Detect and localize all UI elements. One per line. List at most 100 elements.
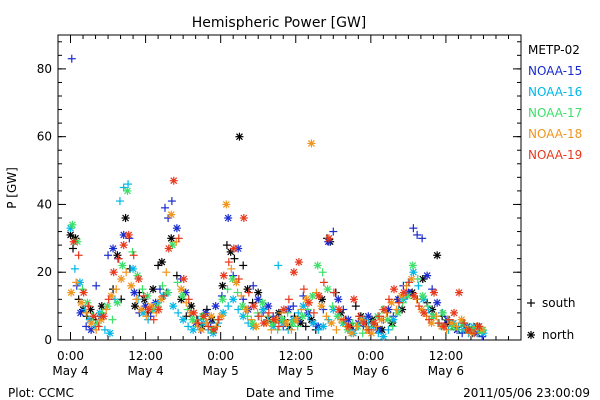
south-point [287,325,296,334]
south-point [319,305,328,314]
x-tick-time-label: 12:00 [128,349,163,363]
north-point [218,295,227,304]
north-point [169,302,178,311]
south-point [194,319,203,328]
x-tick-date-label: May 4 [127,364,163,378]
south-point [424,305,433,314]
north-point [309,319,318,328]
north-point [304,298,313,307]
y-axis: 0 20 40 60 80 [37,41,521,347]
north-point [68,220,77,229]
south-point [309,308,318,317]
north-point [164,244,173,253]
south-point [460,319,469,328]
legend-entry: NOAA-15 [528,64,582,78]
north-point [119,241,128,250]
north-point [389,285,398,294]
legend-entry: METP-02 [528,43,580,57]
south-point [104,295,113,304]
south-point [114,254,123,263]
south-point [92,281,101,290]
north-point [113,298,122,307]
north-point [117,275,126,283]
south-point [428,285,437,294]
south-point [74,251,83,260]
south-marker-symbol [527,299,535,307]
south-point [193,322,202,331]
south-point [234,275,243,283]
north-point [243,285,252,294]
south-point [82,308,91,317]
south-point [352,322,361,331]
north-point [254,288,263,297]
south-point [329,227,338,236]
south-point [244,288,253,297]
north-point [239,214,248,222]
south-point [129,251,138,260]
south-point [392,305,401,314]
north-point [124,230,133,239]
south-point [69,244,78,253]
north-point [364,312,373,321]
south-point [432,312,441,321]
south-point [314,325,323,334]
north-point [238,302,247,311]
south-point [301,322,310,331]
south-point [80,305,89,314]
north-point [379,305,388,314]
north-point [169,176,178,185]
south-point [297,305,306,314]
north-point [134,275,143,283]
north-point [418,291,427,300]
north-point [289,268,298,277]
south-point [322,312,331,321]
south-point [142,312,151,321]
south-point [374,329,383,338]
north-point [219,271,228,280]
north-point [259,305,268,314]
north-point [324,234,333,243]
north-point [197,325,206,334]
south-point [84,302,93,311]
south-point [435,319,444,328]
south-point [332,325,341,334]
north-point [178,291,187,300]
north-point [207,312,216,321]
y-tick-label: 40 [37,197,52,211]
south-point [154,261,163,270]
south-point [115,197,124,206]
north-point [475,322,484,331]
north-point [66,230,75,239]
south-point [453,325,462,334]
south-point [174,308,183,317]
north-point [379,332,388,341]
north-point [201,308,210,317]
south-point [239,261,248,270]
south-point [409,224,418,233]
south-point [354,312,363,321]
south-point [274,322,283,331]
north-point [109,244,118,253]
north-point [235,132,244,141]
north-point [410,291,419,300]
x-tick-time-label: 12:00 [278,349,313,363]
north-point [292,315,301,324]
north-point [430,288,439,297]
south-point [183,305,192,314]
south-point [339,315,348,324]
south-point [230,254,239,263]
x-tick-date-label: May 6 [353,364,389,378]
north-point [408,261,417,270]
south-point [253,308,262,317]
north-point [450,308,459,317]
legend-entry: NOAA-17 [528,106,582,120]
south-point [445,315,454,324]
south-point [100,325,109,334]
south-point [405,278,414,287]
south-point [128,247,137,256]
x-axis-label: Date and Time [246,386,334,400]
south-point [72,278,81,287]
y-axis-label: P [GW] [5,167,19,209]
south-point [224,302,233,311]
